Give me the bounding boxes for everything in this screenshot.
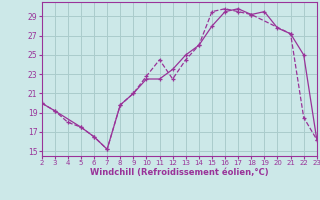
X-axis label: Windchill (Refroidissement éolien,°C): Windchill (Refroidissement éolien,°C) [90,168,268,177]
